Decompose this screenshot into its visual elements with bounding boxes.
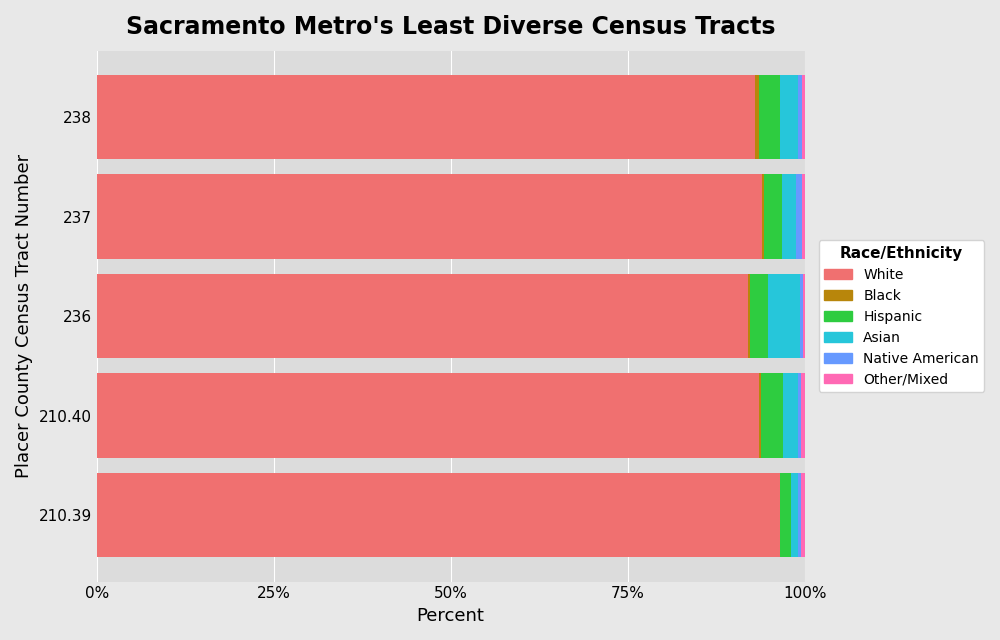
Bar [759,75,780,159]
Bar [97,75,755,159]
Bar [759,373,761,458]
Bar [782,174,796,259]
Bar [762,174,764,259]
Legend: White, Black, Hispanic, Asian, Native American, Other/Mixed: White, Black, Hispanic, Asian, Native Am… [819,240,984,392]
Bar [803,274,805,358]
Bar [750,274,768,358]
Bar [796,174,802,259]
Bar [780,473,791,557]
Bar [768,274,800,358]
Bar [755,75,759,159]
Bar [783,373,798,458]
Bar [761,373,783,458]
Bar [97,373,759,458]
Bar [748,274,750,358]
Bar [798,75,802,159]
Bar [780,75,798,159]
Bar [802,75,805,159]
X-axis label: Percent: Percent [417,607,485,625]
Bar [97,274,748,358]
Bar [97,174,762,259]
Title: Sacramento Metro's Least Diverse Census Tracts: Sacramento Metro's Least Diverse Census … [126,15,775,39]
Bar [801,473,805,557]
Bar [800,274,803,358]
Bar [97,473,780,557]
Bar [802,174,805,259]
Bar [801,373,805,458]
Y-axis label: Placer County Census Tract Number: Placer County Census Tract Number [15,154,33,478]
Bar [764,174,782,259]
Bar [798,473,801,557]
Bar [791,473,798,557]
Bar [798,373,801,458]
